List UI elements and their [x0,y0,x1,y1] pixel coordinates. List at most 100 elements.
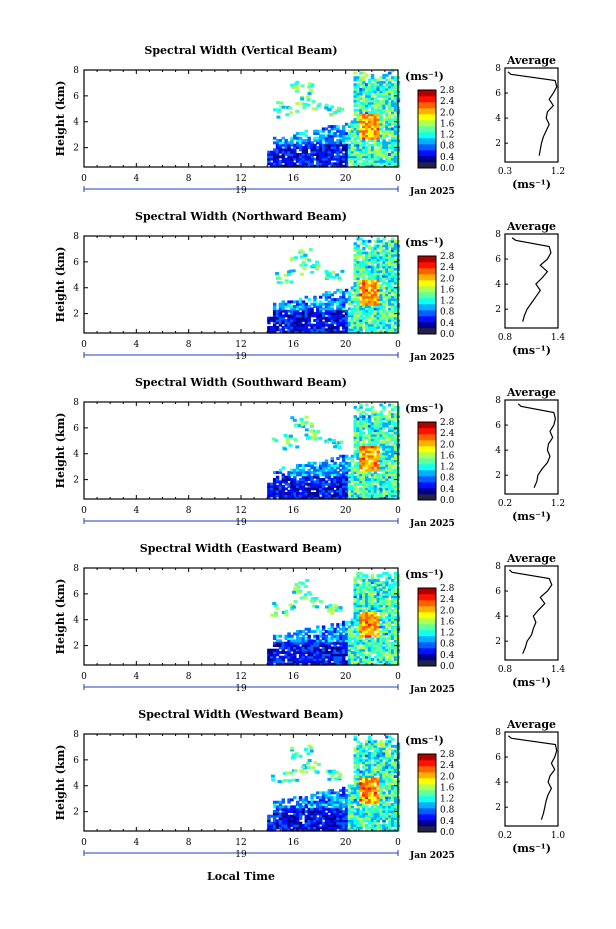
heatmap-cell [316,487,320,491]
heatmap-cell [393,648,398,652]
avg-y-tick-label: 4 [495,446,501,456]
heatmap-cell [290,164,294,168]
heatmap-cell [313,437,318,441]
heatmap-cell [382,305,386,308]
heatmap-cell [284,487,288,491]
x-tick-label: 4 [133,340,139,350]
heatmap-cell [370,139,375,142]
heatmap-cell [278,141,283,145]
heatmap-cell [365,604,369,608]
heatmap-cell [342,824,346,827]
heatmap-cell [278,312,283,315]
heatmap-cell [324,803,329,806]
heatmap-cell [272,155,277,159]
heatmap-cell [318,471,323,474]
heatmap-cell [344,828,349,832]
heatmap-cell [373,595,378,599]
heatmap-cell [373,648,378,652]
heatmap-cell [318,632,323,636]
heatmap-cell [344,143,349,147]
heatmap-cell [376,148,381,152]
heatmap-cell [370,253,375,257]
heatmap-cell [390,157,395,161]
heatmap-cell [388,641,392,645]
heatmap-cell [287,321,291,325]
heatmap-cell [330,162,334,166]
heatmap-cell [327,478,332,481]
avg-y-tick-label: 6 [495,255,501,265]
heatmap-cell [301,653,306,657]
heatmap-cell [388,122,392,126]
heatmap-cell [347,630,352,634]
heatmap-cell [293,157,297,161]
heatmap-cell [367,122,372,126]
heatmap-cell [304,817,309,820]
heatmap-cell [318,330,323,334]
heatmap-cell [356,819,360,823]
heatmap-cell [333,298,337,302]
heatmap-cell [298,821,303,825]
heatmap-cell [393,438,398,442]
heatmap-cell [278,814,283,818]
heatmap-cell [318,153,323,156]
heatmap-cell [356,758,360,762]
heatmap-cell [390,94,395,98]
heatmap-cell [301,482,306,486]
heatmap-cell [388,256,392,260]
heatmap-cell [336,288,340,292]
heatmap-cell [290,607,295,611]
heatmap-cell [356,153,360,156]
heatmap-cell [316,646,320,650]
colorbar-segment [418,298,436,305]
heatmap-cell [272,480,277,484]
heatmap-cell [362,139,366,142]
heatmap-cell [359,295,363,299]
heatmap-cell [385,454,389,458]
heatmap-cell [347,157,352,161]
heatmap-cell [281,496,286,500]
heatmap-cell [365,111,369,115]
avg-x-tick-label: 0.8 [498,665,513,675]
heatmap-cell [330,658,334,661]
heatmap-cell [370,258,375,262]
heatmap-cell [379,298,383,302]
heatmap-cell [330,627,334,631]
heatmap-cell [382,270,386,274]
heatmap-cell [272,641,277,645]
heatmap-cell [359,662,363,666]
heatmap-cell [365,627,369,631]
heatmap-cell [281,646,286,650]
heatmap-cell [356,464,360,468]
heatmap-cell [356,246,360,250]
heatmap-cell [379,108,383,112]
heatmap-cell [297,590,302,594]
heatmap-cell [336,630,340,634]
heatmap-cell [388,464,392,468]
avg-profile-line [508,569,553,654]
heatmap-cell [356,637,360,640]
heatmap-cell [388,71,392,75]
heatmap-cell [365,489,369,493]
heatmap-cell [303,421,308,425]
heatmap-cell [307,316,311,320]
heatmap-cell [382,408,386,412]
heatmap-cell [281,160,286,163]
heatmap-cell [388,634,392,638]
heatmap-cell [382,662,386,666]
heatmap-cell [318,316,323,320]
heatmap-cell [370,312,375,315]
heatmap-cell [379,249,383,253]
heatmap-cell [370,641,375,645]
avg-y-tick-label: 2 [495,637,501,647]
heatmap-cell [365,646,369,650]
heatmap-cell [301,826,306,830]
heatmap-cell [367,270,372,274]
heatmap-cell [313,800,317,804]
panel-1: Spectral Width (Vertical Beam)0 4 8 12 16 20 0… [54,44,565,197]
heatmap-cell [316,153,320,156]
heatmap-cell [272,637,277,640]
heatmap-cell [385,286,389,290]
heatmap-cell [393,450,398,454]
panel-title: Spectral Width (Southward Beam) [135,376,347,389]
heatmap-cell [281,821,286,825]
